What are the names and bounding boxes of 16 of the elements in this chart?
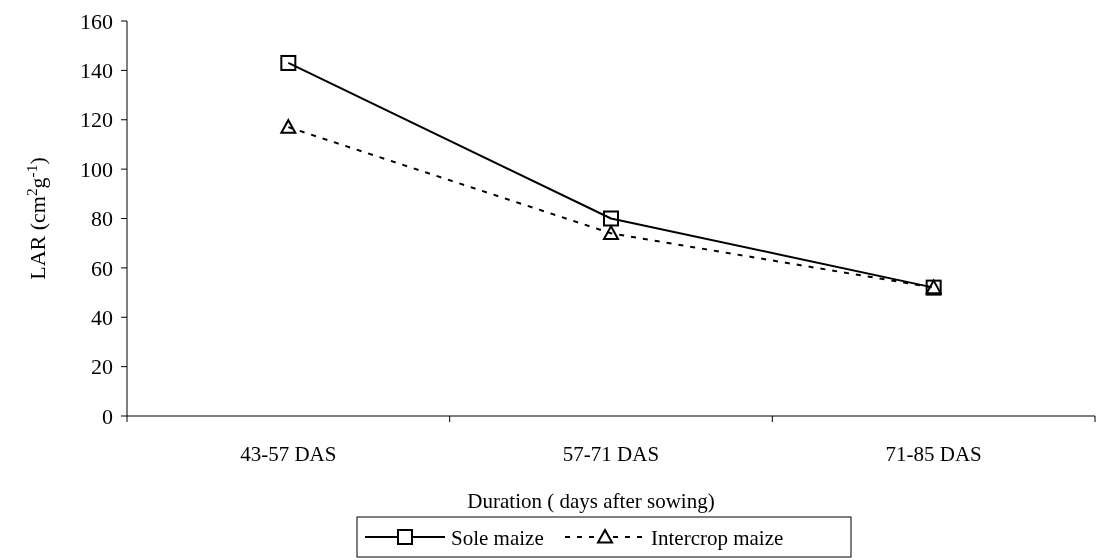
y-tick-label: 60 xyxy=(91,255,113,281)
point xyxy=(280,54,297,71)
x-tick-label: 57-71 DAS xyxy=(562,442,660,466)
x-tick-label: 43-57 DAS xyxy=(240,442,337,466)
x-tick-label: 71-85 DAS xyxy=(885,442,982,466)
y-tick-label: 80 xyxy=(91,206,113,232)
y-tick-label: 40 xyxy=(91,304,113,330)
legend-label: Sole maize xyxy=(451,526,544,550)
y-tick-label: 0 xyxy=(102,403,113,429)
y-tick-label: 140 xyxy=(80,58,113,84)
y-tick-label: 100 xyxy=(80,156,113,182)
legend-label: Intercrop maize xyxy=(651,526,784,550)
y-tick-label: 20 xyxy=(91,354,113,380)
y-tick-label: 120 xyxy=(80,107,113,133)
x-axis-title: Duration ( days after sowing) xyxy=(467,489,715,513)
y-tick-label: 160 xyxy=(80,8,113,34)
